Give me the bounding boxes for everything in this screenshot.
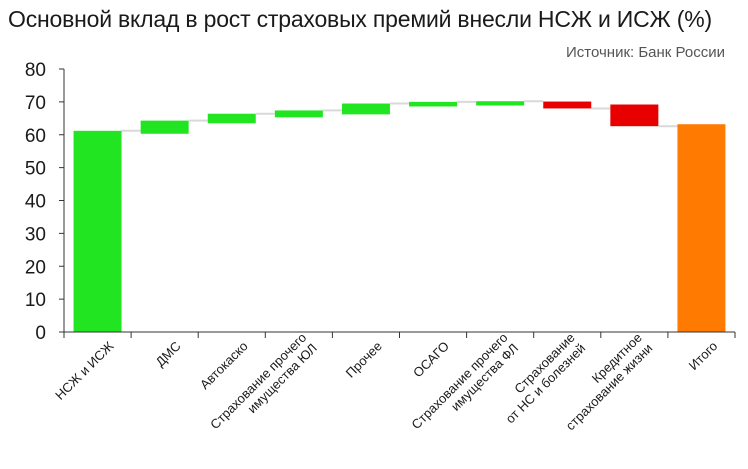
y-tick-label: 60 (25, 126, 46, 147)
y-tick-label: 10 (25, 290, 46, 311)
x-category-label: Страхование прочегоимущества ФЛ (408, 330, 521, 443)
bar-6 (409, 101, 458, 107)
x-category-label: ОСАГО (410, 338, 452, 380)
y-tick-label: 0 (35, 323, 46, 344)
chart-title: Основной вклад в рост страховых премий в… (8, 6, 712, 32)
x-category-label: НСЖ и ИСЖ (52, 338, 116, 402)
source-note: Источник: Банк России (565, 44, 725, 61)
x-category-label: Прочее (343, 338, 385, 380)
bar-group (73, 101, 726, 332)
y-tick-label: 80 (25, 60, 46, 81)
bar-7 (476, 101, 525, 106)
x-category-label: ДМС (152, 338, 183, 369)
connector-lines (121, 100, 678, 132)
y-tick-label: 40 (25, 192, 46, 213)
y-axis: 0 10 20 30 40 50 60 70 80 (25, 60, 65, 344)
bar-1 (73, 130, 122, 332)
bar-3 (207, 113, 256, 124)
y-tick-label: 50 (25, 159, 46, 180)
bar-10 (677, 124, 726, 332)
bar-2 (140, 120, 189, 134)
y-tick-label: 20 (25, 257, 46, 278)
bar-8 (543, 101, 592, 109)
bar-4 (274, 110, 323, 118)
bar-9 (610, 104, 659, 127)
x-category-label: Автокаско (197, 338, 251, 392)
y-tick-label: 70 (25, 93, 46, 114)
y-tick-label: 30 (25, 224, 46, 245)
x-category-label: Итого (686, 338, 721, 373)
x-category-label: Страхование прочегоимущества ЮЛ (207, 330, 320, 443)
bar-5 (341, 103, 390, 115)
